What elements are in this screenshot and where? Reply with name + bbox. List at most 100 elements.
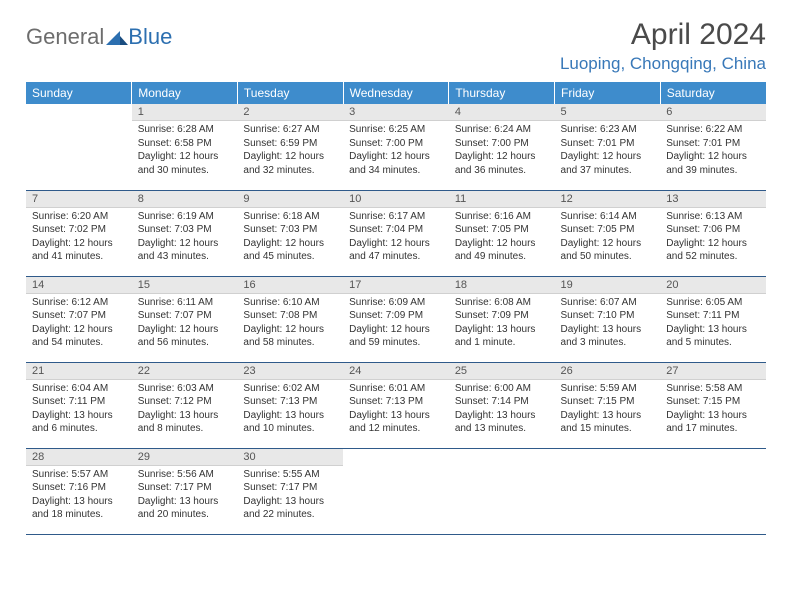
sunset-text: Sunset: 7:13 PM [349,395,443,409]
sunrise-text: Sunrise: 6:09 AM [349,296,443,310]
calendar-day-cell: 20Sunrise: 6:05 AMSunset: 7:11 PMDayligh… [660,276,766,362]
sunrise-text: Sunrise: 6:01 AM [349,382,443,396]
calendar-day-cell: 30Sunrise: 5:55 AMSunset: 7:17 PMDayligh… [237,448,343,534]
sunrise-text: Sunrise: 6:14 AM [561,210,655,224]
day-details: Sunrise: 5:59 AMSunset: 7:15 PMDaylight:… [555,380,661,440]
title-block: April 2024 Luoping, Chongqing, China [560,18,766,74]
sunset-text: Sunset: 7:11 PM [666,309,760,323]
calendar-day-cell: 1Sunrise: 6:28 AMSunset: 6:58 PMDaylight… [132,104,238,190]
day-details: Sunrise: 6:20 AMSunset: 7:02 PMDaylight:… [26,208,132,268]
sunrise-text: Sunrise: 6:07 AM [561,296,655,310]
page-header: General Blue April 2024 Luoping, Chongqi… [26,18,766,74]
daylight-text: Daylight: 12 hours and 54 minutes. [32,323,126,350]
day-details: Sunrise: 6:00 AMSunset: 7:14 PMDaylight:… [449,380,555,440]
sunrise-text: Sunrise: 5:58 AM [666,382,760,396]
daylight-text: Daylight: 12 hours and 36 minutes. [455,150,549,177]
sunrise-text: Sunrise: 6:19 AM [138,210,232,224]
daylight-text: Daylight: 13 hours and 13 minutes. [455,409,549,436]
daylight-text: Daylight: 12 hours and 41 minutes. [32,237,126,264]
sunset-text: Sunset: 7:01 PM [666,137,760,151]
day-number: 29 [132,449,238,466]
calendar-day-cell [660,448,766,534]
sunrise-text: Sunrise: 6:00 AM [455,382,549,396]
calendar-day-cell: 24 Sunrise: 6:01 AMSunset: 7:13 PMDayligh… [343,362,449,448]
sunset-text: Sunset: 7:11 PM [32,395,126,409]
day-details: Sunrise: 6:14 AMSunset: 7:05 PMDaylight:… [555,208,661,268]
daylight-text: Daylight: 12 hours and 30 minutes. [138,150,232,177]
day-number: 17 [343,277,449,294]
day-number: 14 [26,277,132,294]
day-number: 10 [343,191,449,208]
brand-text-general: General [26,24,104,50]
sunrise-text: Sunrise: 6:04 AM [32,382,126,396]
day-number: 26 [555,363,661,380]
calendar-day-cell: 5Sunrise: 6:23 AMSunset: 7:01 PMDaylight… [555,104,661,190]
sunset-text: Sunset: 7:01 PM [561,137,655,151]
daylight-text: Daylight: 13 hours and 1 minute. [455,323,549,350]
sunrise-text: Sunrise: 6:16 AM [455,210,549,224]
sunrise-text: Sunrise: 6:23 AM [561,123,655,137]
day-number: 27 [660,363,766,380]
sunrise-text: Sunrise: 6:17 AM [349,210,443,224]
day-number: 5 [555,104,661,121]
day-number: 24 [343,363,449,380]
day-number: 8 [132,191,238,208]
sunrise-text: Sunrise: 6:27 AM [243,123,337,137]
calendar-day-cell: 26Sunrise: 5:59 AMSunset: 7:15 PMDayligh… [555,362,661,448]
daylight-text: Daylight: 12 hours and 34 minutes. [349,150,443,177]
calendar-week-row: 28Sunrise: 5:57 AMSunset: 7:16 PMDayligh… [26,448,766,534]
calendar-day-cell: 7Sunrise: 6:20 AMSunset: 7:02 PMDaylight… [26,190,132,276]
weekday-header: Tuesday [237,82,343,104]
sunset-text: Sunset: 7:15 PM [666,395,760,409]
day-details: Sunrise: 6:10 AMSunset: 7:08 PMDaylight:… [237,294,343,354]
day-number: 28 [26,449,132,466]
sunset-text: Sunset: 7:03 PM [243,223,337,237]
day-number: 2 [237,104,343,121]
day-number: 23 [237,363,343,380]
daylight-text: Daylight: 13 hours and 12 minutes. [349,409,443,436]
daylight-text: Daylight: 13 hours and 3 minutes. [561,323,655,350]
sunrise-text: Sunrise: 6:11 AM [138,296,232,310]
daylight-text: Daylight: 12 hours and 47 minutes. [349,237,443,264]
daylight-text: Daylight: 12 hours and 43 minutes. [138,237,232,264]
sunset-text: Sunset: 6:59 PM [243,137,337,151]
sunrise-text: Sunrise: 6:18 AM [243,210,337,224]
daylight-text: Daylight: 12 hours and 59 minutes. [349,323,443,350]
daylight-text: Daylight: 13 hours and 20 minutes. [138,495,232,522]
day-details: Sunrise: 6:17 AMSunset: 7:04 PMDaylight:… [343,208,449,268]
weekday-header-row: Sunday Monday Tuesday Wednesday Thursday… [26,82,766,104]
day-details: Sunrise: 6:19 AMSunset: 7:03 PMDaylight:… [132,208,238,268]
calendar-day-cell [343,448,449,534]
day-details: Sunrise: 6:09 AMSunset: 7:09 PMDaylight:… [343,294,449,354]
day-number: 13 [660,191,766,208]
sunrise-text: Sunrise: 6:02 AM [243,382,337,396]
daylight-text: Daylight: 12 hours and 32 minutes. [243,150,337,177]
day-details: Sunrise: 6:18 AMSunset: 7:03 PMDaylight:… [237,208,343,268]
day-details: Sunrise: 6:13 AMSunset: 7:06 PMDaylight:… [660,208,766,268]
calendar-day-cell: 3Sunrise: 6:25 AMSunset: 7:00 PMDaylight… [343,104,449,190]
sunrise-text: Sunrise: 6:20 AM [32,210,126,224]
brand-triangle-icon [106,28,128,46]
daylight-text: Daylight: 12 hours and 58 minutes. [243,323,337,350]
sunset-text: Sunset: 7:07 PM [32,309,126,323]
calendar-week-row: 7Sunrise: 6:20 AMSunset: 7:02 PMDaylight… [26,190,766,276]
calendar-day-cell: 6Sunrise: 6:22 AMSunset: 7:01 PMDaylight… [660,104,766,190]
sunset-text: Sunset: 7:13 PM [243,395,337,409]
daylight-text: Daylight: 13 hours and 18 minutes. [32,495,126,522]
day-details: Sunrise: 6:24 AMSunset: 7:00 PMDaylight:… [449,121,555,181]
sunset-text: Sunset: 6:58 PM [138,137,232,151]
day-details: Sunrise: 6:02 AMSunset: 7:13 PMDaylight:… [237,380,343,440]
day-number: 25 [449,363,555,380]
sunset-text: Sunset: 7:14 PM [455,395,549,409]
calendar-day-cell: 10Sunrise: 6:17 AMSunset: 7:04 PMDayligh… [343,190,449,276]
sunset-text: Sunset: 7:00 PM [349,137,443,151]
day-number: 21 [26,363,132,380]
day-number: 7 [26,191,132,208]
sunrise-text: Sunrise: 6:24 AM [455,123,549,137]
day-details: Sunrise: 6:28 AMSunset: 6:58 PMDaylight:… [132,121,238,181]
calendar-week-row: 1Sunrise: 6:28 AMSunset: 6:58 PMDaylight… [26,104,766,190]
calendar-table: Sunday Monday Tuesday Wednesday Thursday… [26,82,766,535]
sunset-text: Sunset: 7:09 PM [349,309,443,323]
day-details: Sunrise: 6:16 AMSunset: 7:05 PMDaylight:… [449,208,555,268]
day-details: Sunrise: 6:04 AMSunset: 7:11 PMDaylight:… [26,380,132,440]
